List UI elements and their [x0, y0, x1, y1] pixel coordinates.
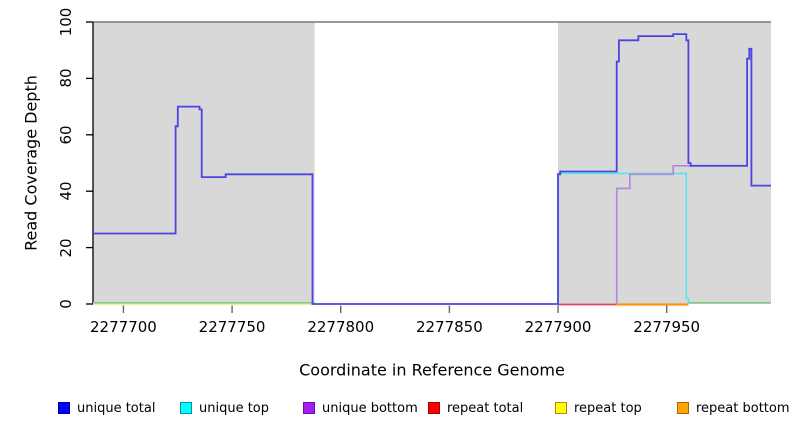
series-line-unique-total [93, 33, 771, 305]
y-tick-label: 60 [57, 125, 75, 145]
shaded-region [93, 22, 315, 304]
x-tick-label: 2277950 [633, 318, 701, 336]
y-tick-label: 0 [57, 299, 75, 309]
shaded-region [558, 22, 771, 304]
series-line-unique-bottom [615, 165, 691, 304]
x-tick-label: 2277750 [198, 318, 266, 336]
x-tick-label: 2277850 [415, 318, 483, 336]
y-tick-label: 100 [57, 7, 75, 37]
y-tick-label: 20 [57, 238, 75, 258]
y-tick-label: 80 [57, 68, 75, 88]
x-tick-label: 2277800 [307, 318, 375, 336]
y-tick-label: 40 [57, 181, 75, 201]
x-axis-label: Coordinate in Reference Genome [299, 360, 565, 380]
x-tick-label: 2277900 [524, 318, 592, 336]
x-tick-label: 2277700 [90, 318, 157, 336]
y-axis-label: Read Coverage Depth [21, 75, 41, 251]
